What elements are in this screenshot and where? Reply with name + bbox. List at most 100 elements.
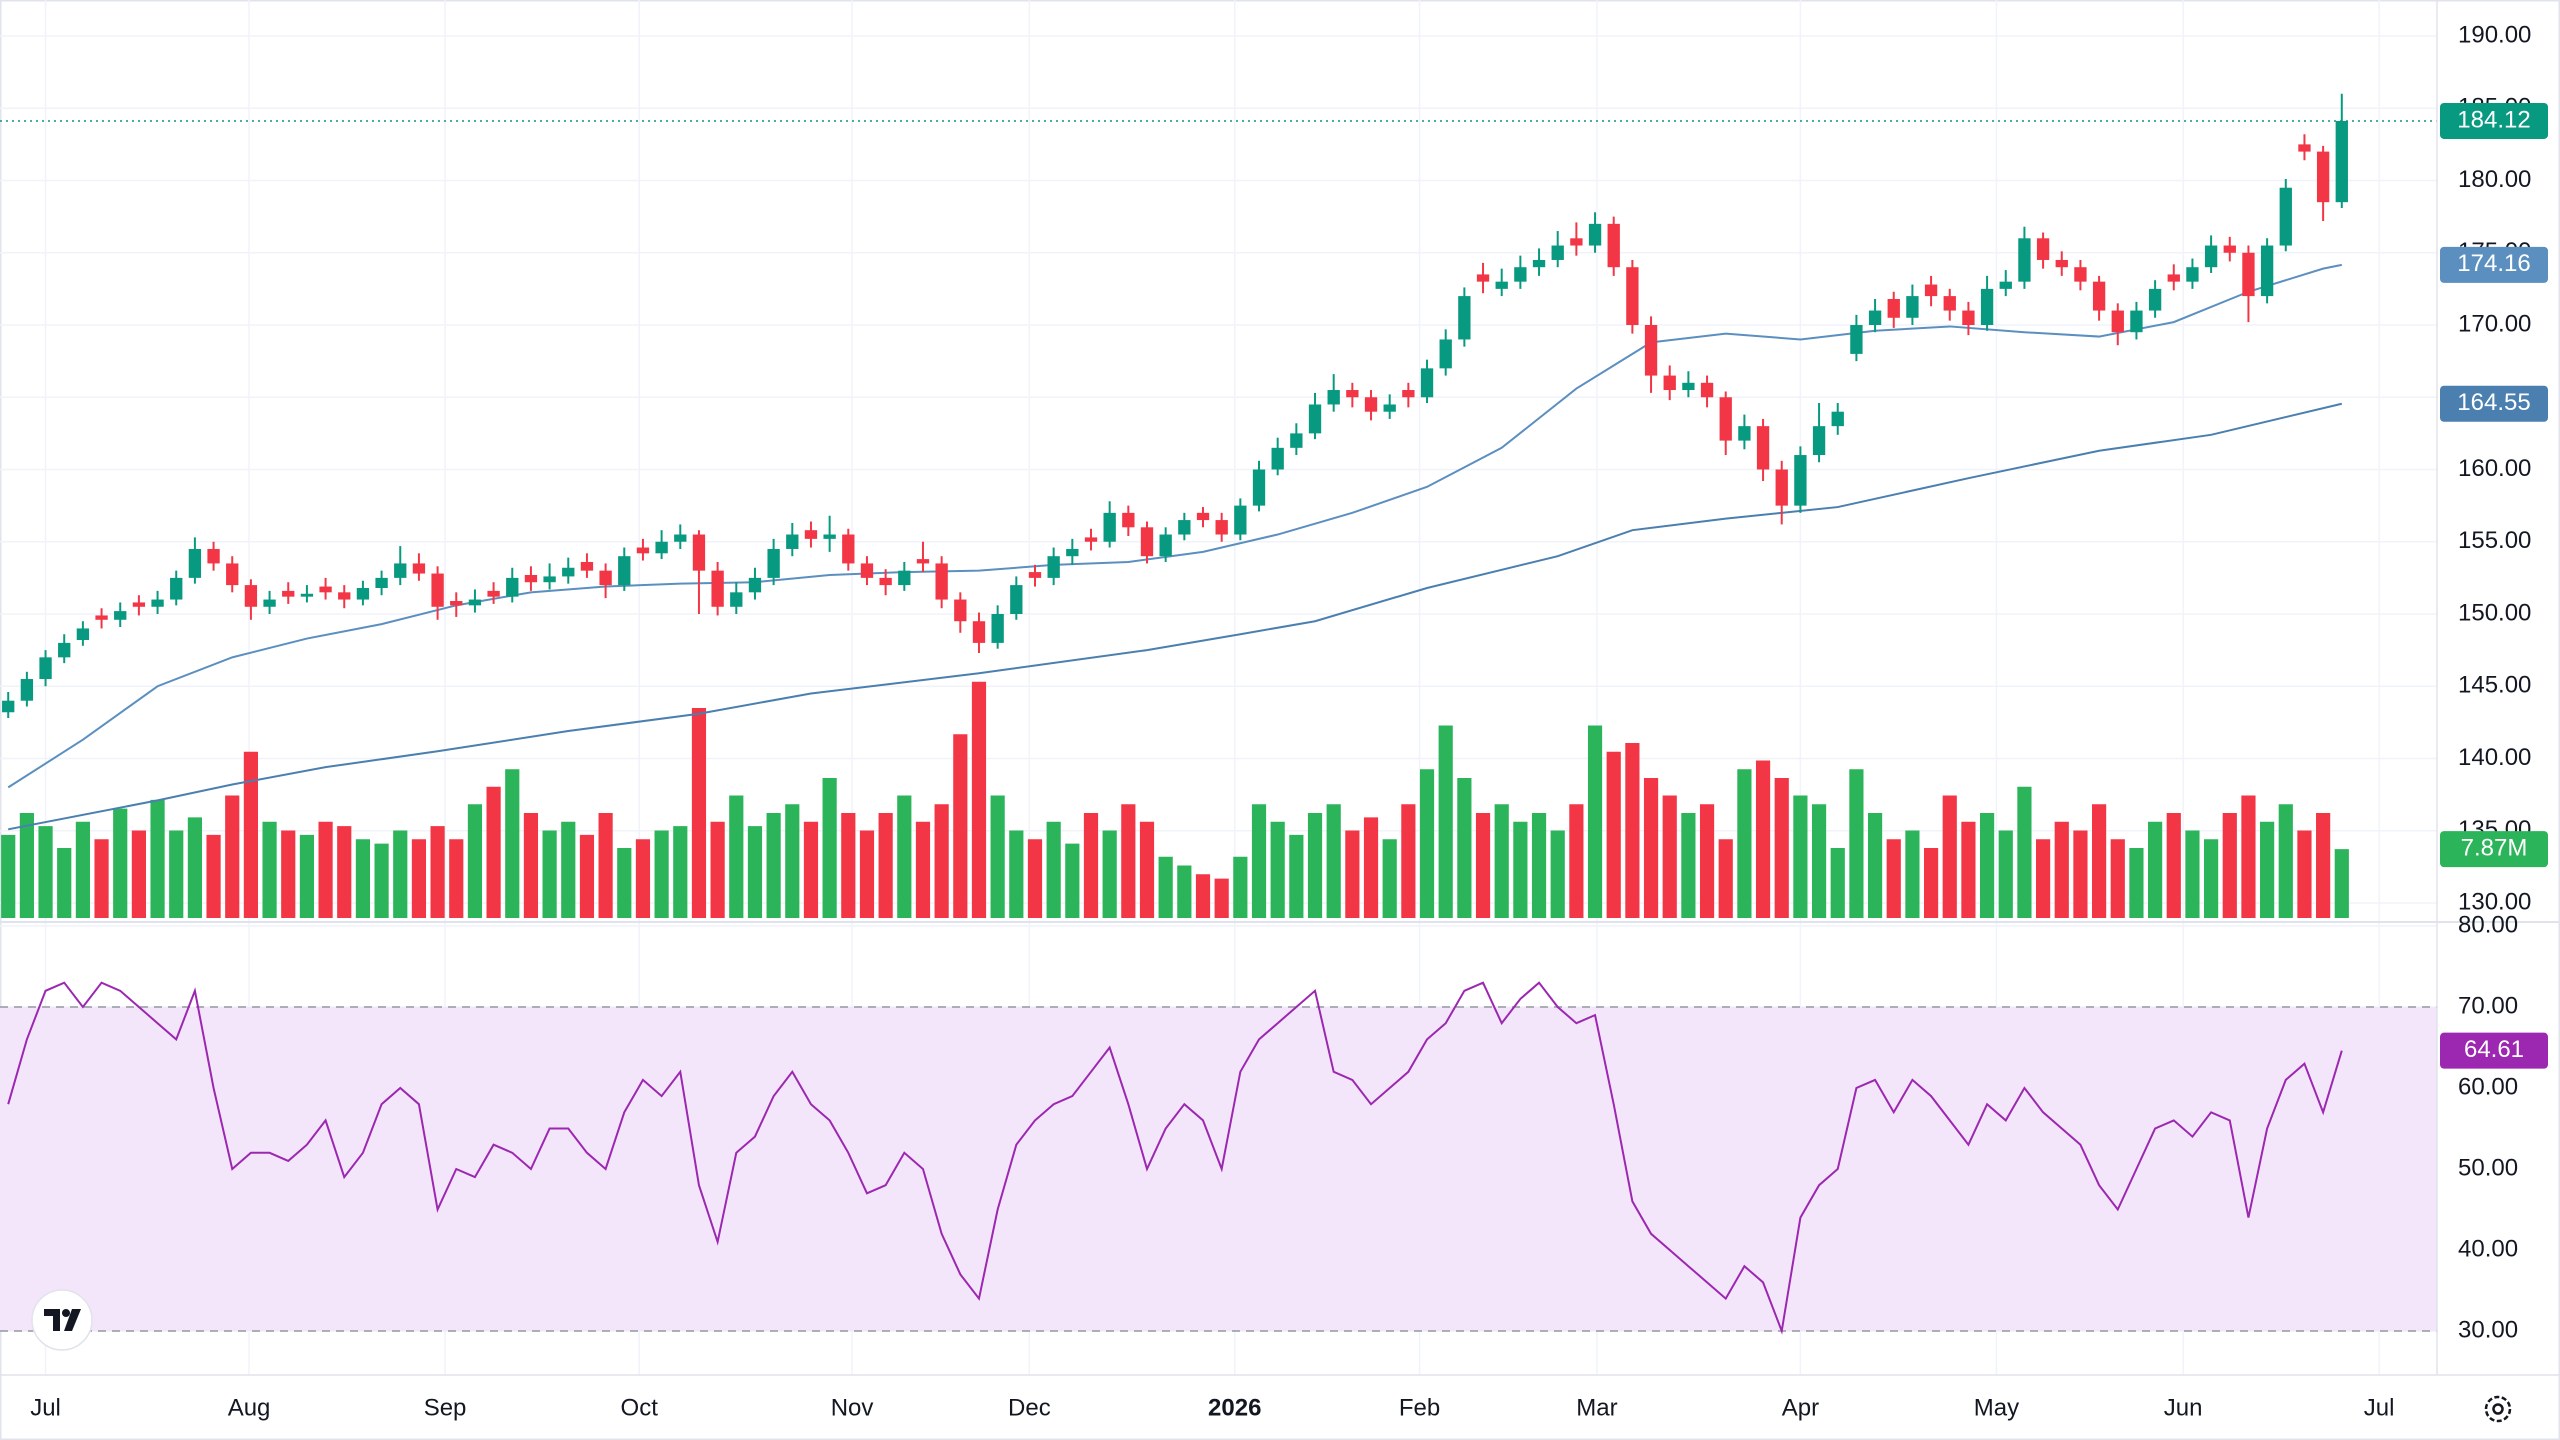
volume-bar bbox=[1251, 804, 1267, 918]
candle-body bbox=[263, 599, 276, 607]
candle-body bbox=[954, 599, 967, 622]
candle-body bbox=[599, 570, 612, 586]
volume-bar bbox=[2316, 813, 2331, 918]
volume-bar bbox=[187, 817, 202, 918]
volume-bar bbox=[1681, 813, 1696, 918]
volume-bar bbox=[243, 751, 259, 918]
candle-body bbox=[2298, 144, 2311, 152]
volume-bar bbox=[19, 813, 34, 918]
volume-bar bbox=[1419, 769, 1435, 918]
badge-layer: 174.16 164.55 184.12 7.87M 64.61 bbox=[2440, 102, 2548, 1069]
candle-body bbox=[468, 599, 482, 606]
candle-body bbox=[2260, 245, 2274, 297]
volume-bar bbox=[57, 848, 72, 918]
volume-bar bbox=[1849, 769, 1864, 918]
candle-body bbox=[1346, 390, 1359, 398]
volume-bar bbox=[2222, 813, 2237, 918]
candle-body bbox=[1327, 390, 1340, 405]
volume-bar bbox=[561, 821, 576, 918]
candle-body bbox=[300, 593, 314, 597]
volume-bar bbox=[953, 734, 968, 918]
candle-body bbox=[2092, 281, 2106, 311]
candle-body bbox=[2148, 288, 2162, 311]
volume-bar bbox=[411, 839, 427, 918]
volume-bar bbox=[1270, 821, 1285, 918]
candle-body bbox=[1364, 397, 1378, 412]
volume-bar bbox=[1774, 778, 1789, 918]
candle-body bbox=[1252, 469, 1266, 506]
volume-bar bbox=[1867, 813, 1883, 918]
volume-bar bbox=[1886, 839, 1901, 918]
volume-bar bbox=[2148, 821, 2163, 918]
ma-last-value: 174.16 bbox=[2457, 250, 2530, 277]
candle-body bbox=[1924, 284, 1938, 297]
volume-bar bbox=[2110, 839, 2125, 918]
candle-body bbox=[375, 577, 388, 588]
candle-layer bbox=[0, 93, 2437, 719]
volume-bar bbox=[2054, 821, 2069, 918]
volume-bar bbox=[1307, 813, 1323, 918]
candle-body bbox=[1644, 325, 1658, 376]
y-tick-label: 150.00 bbox=[2458, 599, 2531, 626]
volume-bar bbox=[1569, 804, 1584, 918]
volume-bar bbox=[747, 826, 763, 918]
candle-body bbox=[1626, 267, 1639, 325]
volume-bar bbox=[467, 804, 483, 918]
tradingview-logo[interactable] bbox=[31, 1289, 93, 1351]
candle-body bbox=[1682, 382, 1695, 391]
volume-bar bbox=[1158, 856, 1173, 918]
volume-bar bbox=[2092, 804, 2107, 918]
x-tick-label: Dec bbox=[1008, 1394, 1051, 1421]
volume-bar bbox=[486, 786, 501, 918]
candle-body bbox=[562, 567, 575, 577]
volume-bar bbox=[374, 843, 389, 918]
candle-body bbox=[1831, 411, 1844, 427]
candle-body bbox=[2167, 274, 2180, 282]
x-tick-label: 2026 bbox=[1208, 1394, 1261, 1421]
candle-body bbox=[226, 563, 239, 586]
rsi-line bbox=[7, 981, 2343, 1335]
y-tick-label: 190.00 bbox=[2458, 21, 2531, 48]
candle-body bbox=[431, 573, 444, 607]
rsi-tick-label: 80.00 bbox=[2458, 911, 2518, 938]
candle-body bbox=[1962, 310, 1975, 325]
candle-body bbox=[1308, 404, 1322, 434]
candle-body bbox=[1215, 520, 1228, 535]
candle-body bbox=[1122, 512, 1135, 528]
x-tick-label: Mar bbox=[1576, 1394, 1617, 1421]
volume-bar bbox=[523, 813, 539, 918]
candle-body bbox=[1812, 426, 1826, 456]
volume-bar bbox=[2204, 839, 2219, 918]
candle-body bbox=[282, 590, 295, 597]
x-tick-label: Sep bbox=[424, 1394, 467, 1421]
candle-body bbox=[1010, 585, 1023, 614]
volume-bar bbox=[1121, 804, 1136, 918]
candle-body bbox=[767, 548, 780, 578]
volume-bar bbox=[1662, 795, 1677, 918]
volume-bar bbox=[635, 839, 651, 918]
volume-bar bbox=[2260, 821, 2275, 918]
x-tick-label: Nov bbox=[831, 1394, 874, 1421]
volume-bar bbox=[1046, 821, 1061, 918]
candle-body bbox=[748, 577, 762, 593]
candle-body bbox=[916, 559, 930, 564]
candle-body bbox=[898, 570, 911, 586]
candle-body bbox=[786, 534, 799, 549]
settings-button[interactable] bbox=[2484, 1395, 2512, 1423]
candle-body bbox=[2130, 310, 2143, 333]
volume-bar bbox=[1027, 839, 1043, 918]
volume-bar bbox=[1438, 725, 1453, 918]
last-rsi: 64.61 bbox=[2464, 1036, 2524, 1063]
rsi-tick-label: 70.00 bbox=[2458, 992, 2518, 1019]
volume-bar bbox=[617, 848, 632, 918]
volume-bar bbox=[1587, 725, 1603, 918]
candle-body bbox=[1719, 397, 1732, 441]
candle-body bbox=[1402, 390, 1415, 398]
candle-body bbox=[2242, 252, 2255, 297]
volume-bar bbox=[2073, 830, 2088, 918]
candle-body bbox=[692, 534, 706, 571]
candle-body bbox=[1999, 281, 2012, 289]
candle-body bbox=[655, 541, 668, 554]
candle-body bbox=[132, 602, 146, 607]
